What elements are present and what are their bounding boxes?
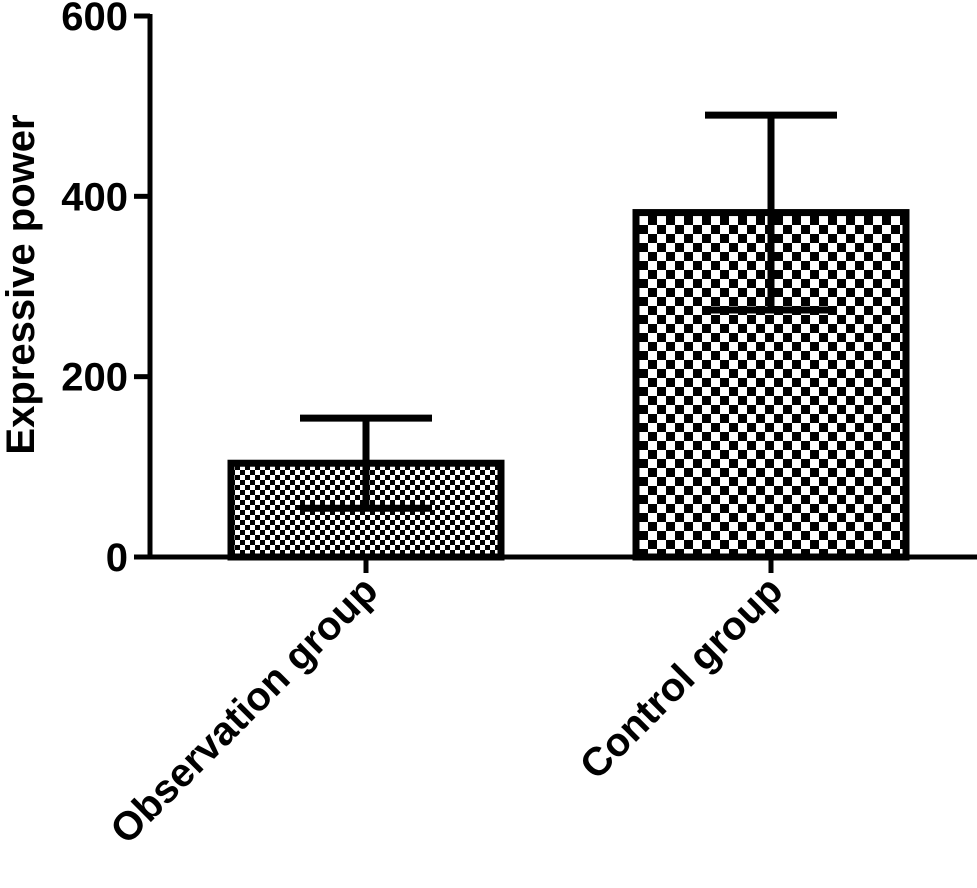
y-tick-label: 200 [61,356,128,400]
y-axis-title: Expressive power [0,114,43,454]
y-axis-ticks: 0 200 400 600 [61,0,150,580]
y-tick-label: 400 [61,175,128,219]
error-bars-layer [300,111,837,512]
x-category-label: Control group [572,568,792,788]
y-tick-label: 0 [106,536,128,580]
x-category-label: Observation group [102,568,386,852]
x-axis-ticks: Observation group Control group [102,557,791,852]
y-tick-label: 600 [61,0,128,39]
